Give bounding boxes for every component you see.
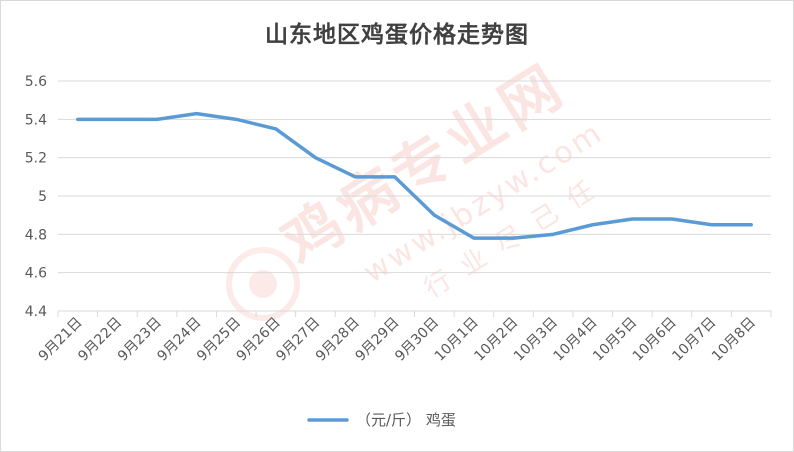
data-point: [512, 236, 516, 240]
legend-label: （元/斤） 鸡蛋: [356, 411, 456, 429]
data-point: [115, 117, 119, 121]
data-point: [710, 223, 714, 227]
y-tick-label: 5.4: [25, 112, 47, 128]
data-point: [313, 156, 317, 160]
y-tick-label: 4.8: [25, 227, 47, 243]
x-tick-label: 10月8日: [709, 315, 759, 365]
data-point: [353, 175, 357, 179]
y-tick-label: 5: [38, 189, 47, 205]
data-point: [472, 236, 476, 240]
y-tick-label: 4.4: [25, 304, 47, 320]
data-point: [670, 217, 674, 221]
data-point: [195, 112, 199, 116]
data-point: [393, 175, 397, 179]
data-point: [234, 117, 238, 121]
y-tick-label: 5.2: [25, 151, 47, 167]
data-point: [630, 217, 634, 221]
data-point: [591, 223, 595, 227]
data-point: [749, 223, 753, 227]
y-tick-label: 5.6: [25, 74, 47, 90]
data-point: [274, 127, 278, 131]
data-point: [155, 117, 159, 121]
watermark-logo-icon: [226, 247, 300, 321]
series-line: [76, 111, 753, 240]
chart-title: 山东地区鸡蛋价格走势图: [265, 21, 529, 48]
data-point: [76, 117, 80, 121]
data-point: [551, 232, 555, 236]
data-point: [432, 213, 436, 217]
y-tick-label: 4.6: [25, 266, 47, 282]
